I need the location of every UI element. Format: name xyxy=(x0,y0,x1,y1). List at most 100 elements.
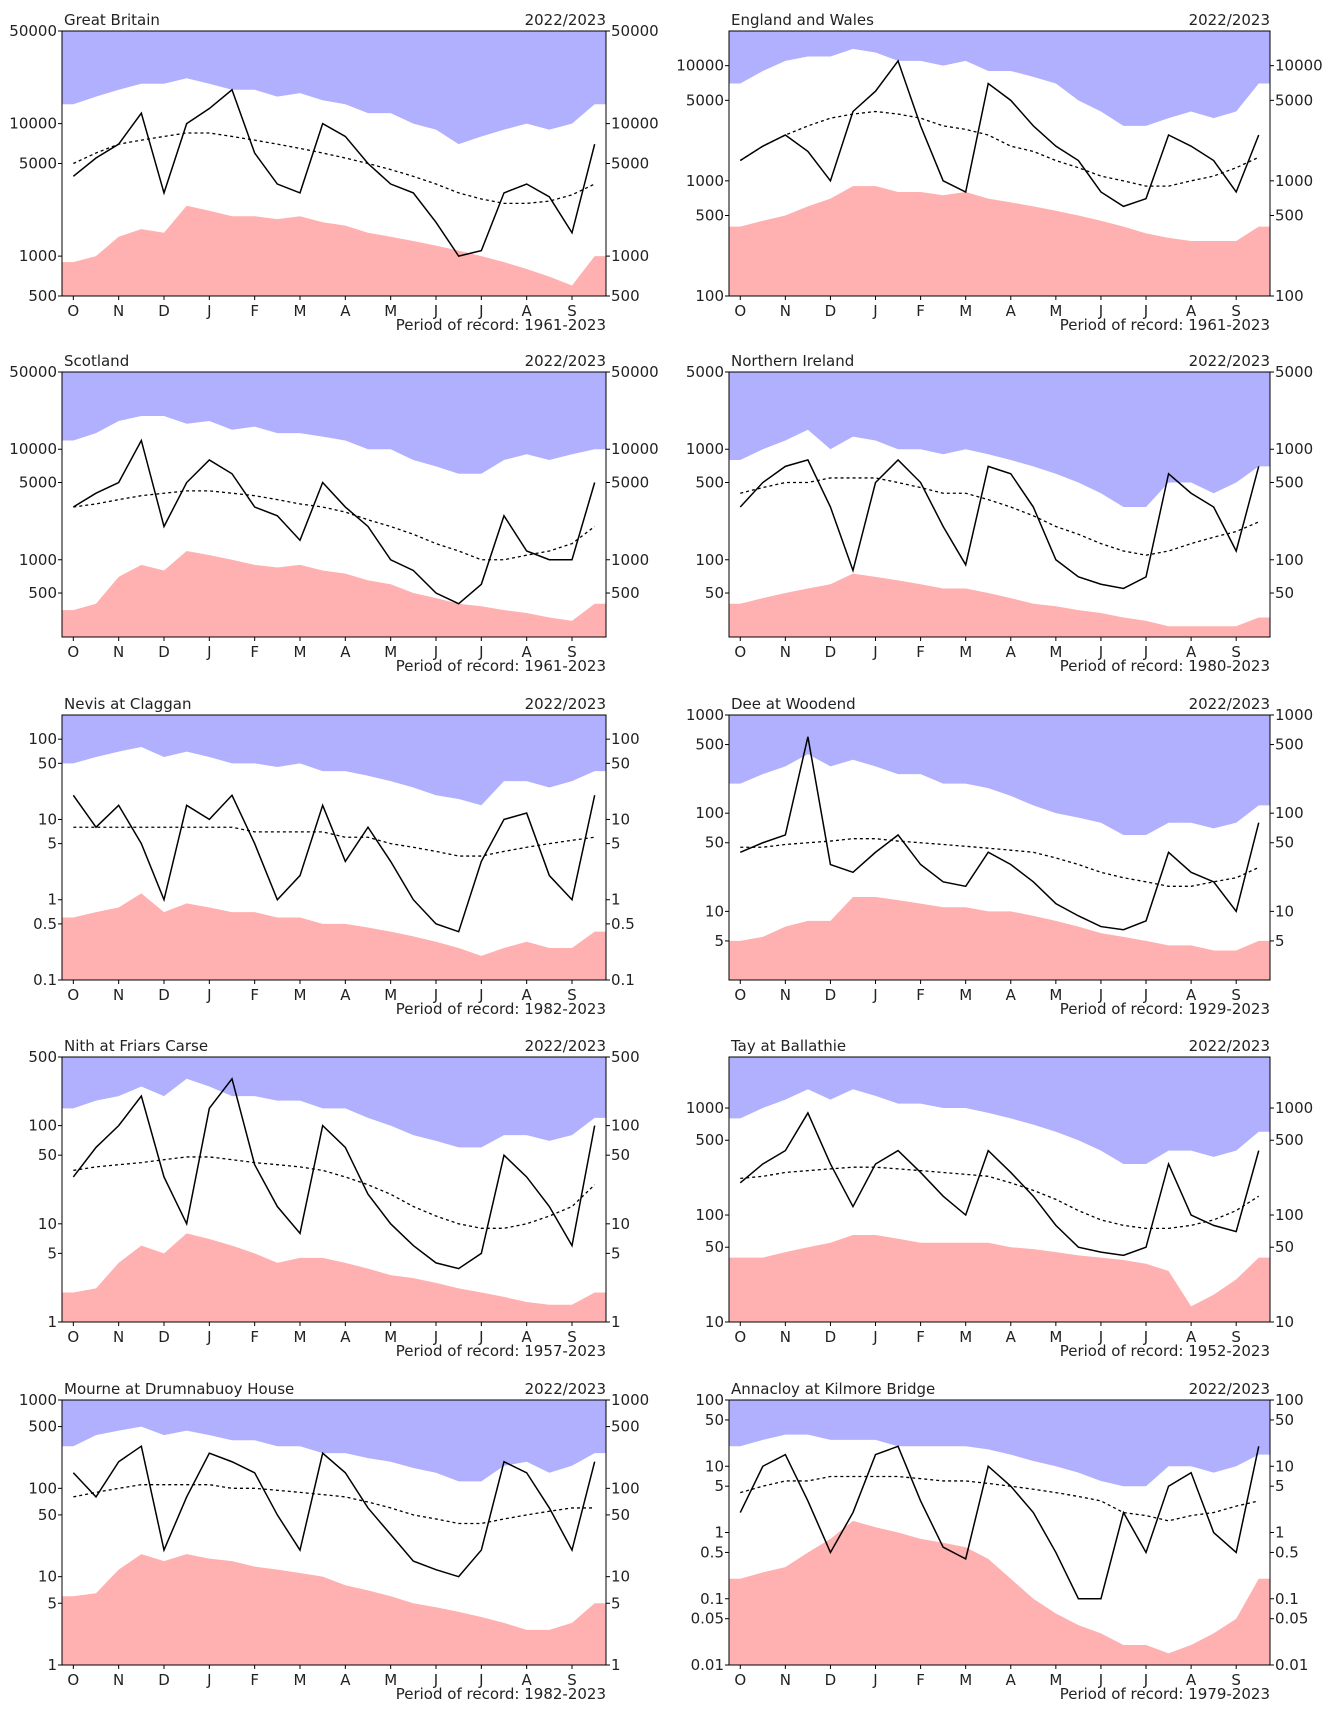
y-tick-label: 100 xyxy=(695,1206,724,1224)
y-tick-label: 0.5 xyxy=(611,915,635,933)
panel: 50 50 100 100 500 500 1000 1000 5000 5000 O N D J F M A M… xyxy=(686,352,1313,675)
min-area xyxy=(729,1235,1270,1322)
max-area xyxy=(729,372,1270,508)
y-tick-label: 0.5 xyxy=(33,915,57,933)
y-tick-label: 5 xyxy=(611,835,621,853)
x-tick-label: S xyxy=(567,1328,577,1346)
x-tick-label: A xyxy=(1006,986,1017,1004)
x-tick-label: J xyxy=(872,643,877,661)
y-tick-label: 50 xyxy=(1275,1238,1294,1256)
x-tick-label: J xyxy=(478,986,483,1004)
x-tick-label: A xyxy=(340,302,351,320)
plot-frame xyxy=(728,371,1271,638)
x-tick-label: J xyxy=(206,1328,211,1346)
y-tick-label: 5000 xyxy=(19,474,57,492)
x-tick-label: J xyxy=(1098,986,1103,1004)
y-tick-label: 100 xyxy=(695,804,724,822)
x-tick-label: M xyxy=(1049,302,1062,320)
x-tick-label: O xyxy=(67,1328,79,1346)
x-tick-label: M xyxy=(384,643,397,661)
y-tick-label: 5000 xyxy=(19,155,57,173)
y-tick-label: 100 xyxy=(611,1479,640,1497)
x-tick-label: O xyxy=(734,1328,746,1346)
x-tick-label: F xyxy=(916,986,925,1004)
flow-line xyxy=(739,59,1260,208)
y-tick-label: 50 xyxy=(611,1146,630,1164)
y-tick-label: 1000 xyxy=(686,1099,724,1117)
max-area xyxy=(62,31,606,145)
x-tick-label: J xyxy=(433,986,438,1004)
y-tick-label: 5 xyxy=(47,835,57,853)
mean-line xyxy=(740,1166,1260,1230)
y-tick-label: 1000 xyxy=(19,247,57,265)
flow-line xyxy=(72,438,596,605)
record-period: Period of record: 1982-2023 xyxy=(396,1685,606,1703)
flow-line xyxy=(72,1444,596,1578)
y-tick-label: 5000 xyxy=(1275,363,1313,381)
panel-title: England and Wales xyxy=(731,11,874,29)
plot-frame xyxy=(728,30,1271,297)
flow-line xyxy=(739,458,1260,590)
y-tick-label: 50 xyxy=(1275,1411,1294,1429)
x-tick-label: J xyxy=(1143,986,1148,1004)
panel-title: Northern Ireland xyxy=(731,352,854,370)
panel-title: Nith at Friars Carse xyxy=(64,1037,208,1055)
x-tick-label: N xyxy=(113,643,124,661)
flow-line xyxy=(739,1111,1260,1257)
x-tick-label: O xyxy=(734,643,746,661)
record-period: Period of record: 1961-2023 xyxy=(396,657,606,675)
y-tick-label: 1000 xyxy=(1275,172,1313,190)
panel: 500 500 1000 1000 5000 5000 10000 10000 50000 500… xyxy=(9,11,658,334)
x-tick-label: A xyxy=(1186,302,1197,320)
x-tick-label: O xyxy=(734,1671,746,1689)
y-tick-label: 1 xyxy=(47,891,57,909)
x-tick-label: J xyxy=(872,302,877,320)
y-tick-label: 10 xyxy=(705,1457,724,1475)
y-tick-label: 50000 xyxy=(9,363,57,381)
water-year: 2022/2023 xyxy=(1189,11,1270,29)
plot-frame xyxy=(728,1056,1271,1323)
y-tick-label: 50000 xyxy=(611,22,659,40)
y-tick-label: 10 xyxy=(38,1568,57,1586)
panel-title: Great Britain xyxy=(64,11,160,29)
x-tick-label: D xyxy=(825,986,837,1004)
x-tick-label: A xyxy=(522,302,533,320)
y-tick-label: 0.1 xyxy=(611,971,635,989)
y-tick-label: 100 xyxy=(611,730,640,748)
x-tick-label: J xyxy=(1143,302,1148,320)
y-tick-label: 50000 xyxy=(611,363,659,381)
y-tick-label: 1000 xyxy=(19,551,57,569)
x-tick-label: J xyxy=(478,302,483,320)
panel: 100 100 500 500 1000 1000 5000 5000 10000 10000 O N… xyxy=(676,11,1322,334)
y-tick-label: 5 xyxy=(611,1594,621,1612)
flow-line xyxy=(739,736,1260,931)
x-tick-label: J xyxy=(206,986,211,1004)
panel-title: Nevis at Claggan xyxy=(64,695,192,713)
x-tick-label: D xyxy=(825,1328,837,1346)
min-area xyxy=(729,186,1270,296)
x-tick-label: J xyxy=(872,1671,877,1689)
y-tick-label: 1000 xyxy=(686,172,724,190)
panel-title: Dee at Woodend xyxy=(731,695,856,713)
y-tick-label: 5000 xyxy=(1275,91,1313,109)
y-tick-label: 1000 xyxy=(611,247,649,265)
y-tick-label: 1000 xyxy=(1275,706,1313,724)
x-tick-label: M xyxy=(959,1328,972,1346)
x-tick-label: A xyxy=(340,1671,351,1689)
y-tick-label: 0.01 xyxy=(691,1656,724,1674)
x-tick-label: A xyxy=(1006,1671,1017,1689)
record-period: Period of record: 1982-2023 xyxy=(396,1000,606,1018)
x-tick-label: M xyxy=(1049,986,1062,1004)
x-tick-label: J xyxy=(433,1671,438,1689)
water-year: 2022/2023 xyxy=(525,11,606,29)
y-tick-label: 0.5 xyxy=(700,1543,724,1561)
min-area xyxy=(62,551,606,637)
x-tick-label: N xyxy=(780,986,791,1004)
y-tick-label: 1000 xyxy=(686,706,724,724)
panel-title: Tay at Ballathie xyxy=(730,1037,846,1055)
y-tick-label: 10 xyxy=(1275,1313,1294,1331)
y-tick-label: 1000 xyxy=(686,440,724,458)
x-tick-label: F xyxy=(916,302,925,320)
y-tick-label: 50 xyxy=(611,754,630,772)
